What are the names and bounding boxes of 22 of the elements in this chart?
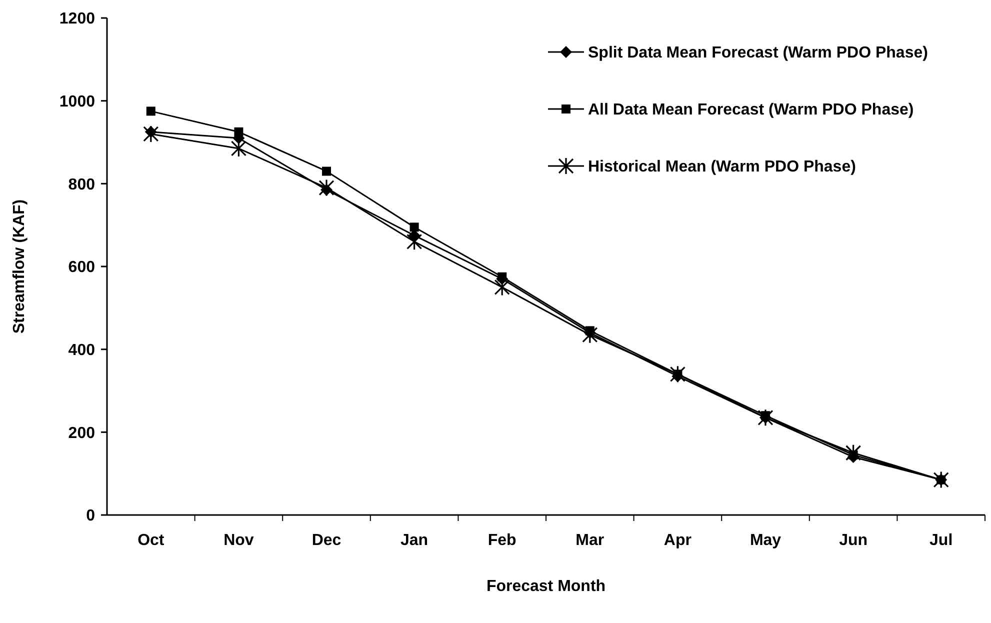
y-tick-label: 1200 [59,10,96,28]
y-axis-title: Streamflow (KAF) [11,199,28,334]
x-tick-label: Nov [224,532,254,549]
y-tick-label: 600 [68,259,96,276]
x-tick-label: Apr [664,532,692,549]
y-tick-label: 200 [68,424,96,442]
x-tick-label: Jan [400,532,428,549]
x-tick-label: May [750,532,782,549]
y-tick-label: 400 [68,342,96,359]
x-axis-title: Forecast Month [486,578,606,595]
legend-label: Historical Mean (Warm PDO Phase) [588,158,856,176]
x-tick-label: Jun [839,532,868,549]
legend-label: Split Data Mean Forecast (Warm PDO Phase) [588,44,928,62]
x-tick-label: Jul [930,532,953,549]
legend-label: All Data Mean Forecast (Warm PDO Phase) [588,102,914,119]
x-tick-label: Feb [488,532,517,549]
y-tick-label: 0 [86,508,96,525]
x-tick-label: Dec [312,532,342,549]
y-tick-label: 1000 [59,93,96,110]
x-tick-label: Mar [576,532,604,549]
y-tick-label: 800 [68,176,96,194]
x-tick-label: Oct [138,532,165,549]
